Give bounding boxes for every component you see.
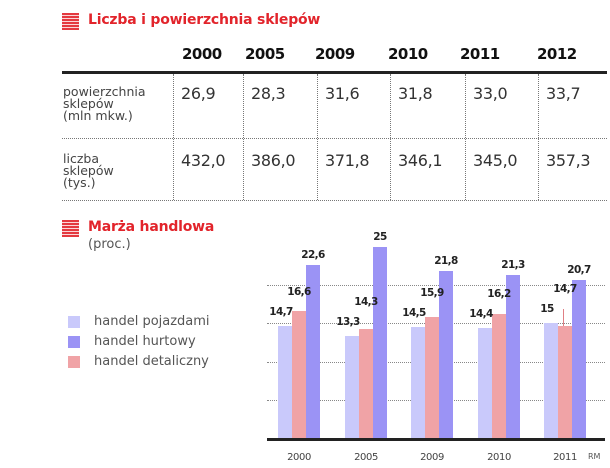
x-axis-tick-label: 2000 — [287, 452, 311, 463]
bar-value-label: 15 — [540, 303, 554, 316]
x-axis-tick-label: 2011 — [553, 452, 577, 463]
table-cell: 357,3 — [546, 151, 591, 170]
table-row-label-line: (tys.) — [63, 175, 96, 190]
chart-bar — [506, 275, 520, 438]
table-year-header: 2011 — [460, 45, 500, 63]
chart-bar — [359, 329, 373, 438]
chart-bar — [306, 265, 320, 438]
table-row-label-line: liczba — [63, 151, 99, 166]
table-cell: 371,8 — [325, 151, 370, 170]
table-cell: 33,0 — [473, 84, 508, 103]
table-cell: 346,1 — [398, 151, 443, 170]
legend-label: handel pojazdami — [94, 314, 210, 329]
chart-bar-marker — [563, 309, 564, 326]
table-cell: 432,0 — [181, 151, 226, 170]
chart-subtitle: (proc.) — [88, 237, 131, 252]
chart-bar — [278, 326, 292, 438]
chart-baseline — [267, 438, 605, 441]
table-cell: 33,7 — [546, 84, 581, 103]
x-axis-tick-label: 2009 — [420, 452, 444, 463]
chart-bar — [478, 328, 492, 438]
table-row-label-line: powierzchnia — [63, 84, 146, 99]
bar-value-label: 25 — [373, 231, 387, 243]
table-column-divider — [465, 74, 466, 200]
bar-value-label: 14,3 — [354, 296, 378, 309]
chart-bar — [292, 311, 306, 438]
bar-value-label: 21,8 — [434, 255, 458, 268]
table-year-header: 2012 — [537, 45, 577, 63]
table-row-label-line: sklepów — [63, 163, 114, 178]
table-row-label-line: (mln mkw.) — [63, 108, 133, 123]
section-grid-icon — [62, 13, 79, 30]
section-grid-icon — [62, 220, 79, 237]
chart-bar — [373, 247, 387, 438]
legend-swatch-icon — [68, 315, 80, 328]
chart-title: Marża handlowa — [88, 219, 215, 235]
table-row-divider — [62, 138, 607, 139]
legend-swatch-icon — [68, 335, 80, 348]
table-column-divider — [538, 74, 539, 200]
bar-value-label: 16,6 — [287, 285, 311, 298]
table-cell: 28,3 — [251, 84, 286, 103]
table-row-label: powierzchnia sklepów (mln mkw.) — [63, 84, 146, 123]
bar-value-label: 14,7 — [553, 283, 577, 296]
table-column-divider — [243, 74, 244, 200]
table-cell: 345,0 — [473, 151, 518, 170]
chart-bar — [492, 314, 506, 438]
table-row-divider — [62, 200, 607, 201]
table-cell: 31,8 — [398, 84, 433, 103]
bar-value-label: 14,5 — [402, 307, 426, 320]
table-cell: 386,0 — [251, 151, 296, 170]
chart-bar — [411, 327, 425, 438]
table-year-header: 2005 — [245, 45, 285, 63]
table-column-divider — [173, 74, 174, 200]
chart-bar — [572, 280, 586, 438]
legend-item: handel hurtowy — [68, 334, 196, 349]
legend-item: handel pojazdami — [68, 314, 210, 329]
bar-value-label: 13,3 — [336, 316, 360, 329]
bar-value-label: 20,7 — [567, 263, 591, 276]
bar-value-label: 15,9 — [420, 287, 444, 300]
chart-bar — [544, 323, 558, 438]
table-row-label: liczba sklepów (tys.) — [63, 151, 114, 190]
legend-item: handel detaliczny — [68, 354, 209, 369]
table-year-header: 2010 — [388, 45, 428, 63]
legend-label: handel detaliczny — [94, 354, 209, 369]
table-year-header: 2009 — [315, 45, 355, 63]
bar-value-label: 14,7 — [269, 305, 293, 318]
table-column-divider — [390, 74, 391, 200]
bar-value-label: 22,6 — [301, 249, 325, 262]
table-cell: 31,6 — [325, 84, 360, 103]
table-row-label-line: sklepów — [63, 96, 114, 111]
chart-bar — [425, 317, 439, 438]
legend-swatch-icon — [68, 355, 80, 368]
bar-value-label: 14,4 — [469, 307, 493, 320]
chart-bar — [439, 271, 453, 438]
table-year-header: 2000 — [182, 45, 222, 63]
chart-gridline — [267, 285, 605, 286]
legend-label: handel hurtowy — [94, 334, 196, 349]
table-column-divider — [317, 74, 318, 200]
table-title: Liczba i powierzchnia sklepów — [88, 12, 321, 28]
bar-value-label: 21,3 — [501, 259, 525, 272]
chart-bar — [345, 336, 359, 438]
x-axis-tick-label: 2005 — [354, 452, 378, 463]
chart-bar — [558, 326, 572, 438]
table-cell: 26,9 — [181, 84, 216, 103]
table-header-rule — [62, 71, 607, 74]
bar-value-label: 16,2 — [487, 287, 511, 300]
credit-label: RM — [588, 452, 601, 461]
x-axis-tick-label: 2010 — [487, 452, 511, 463]
